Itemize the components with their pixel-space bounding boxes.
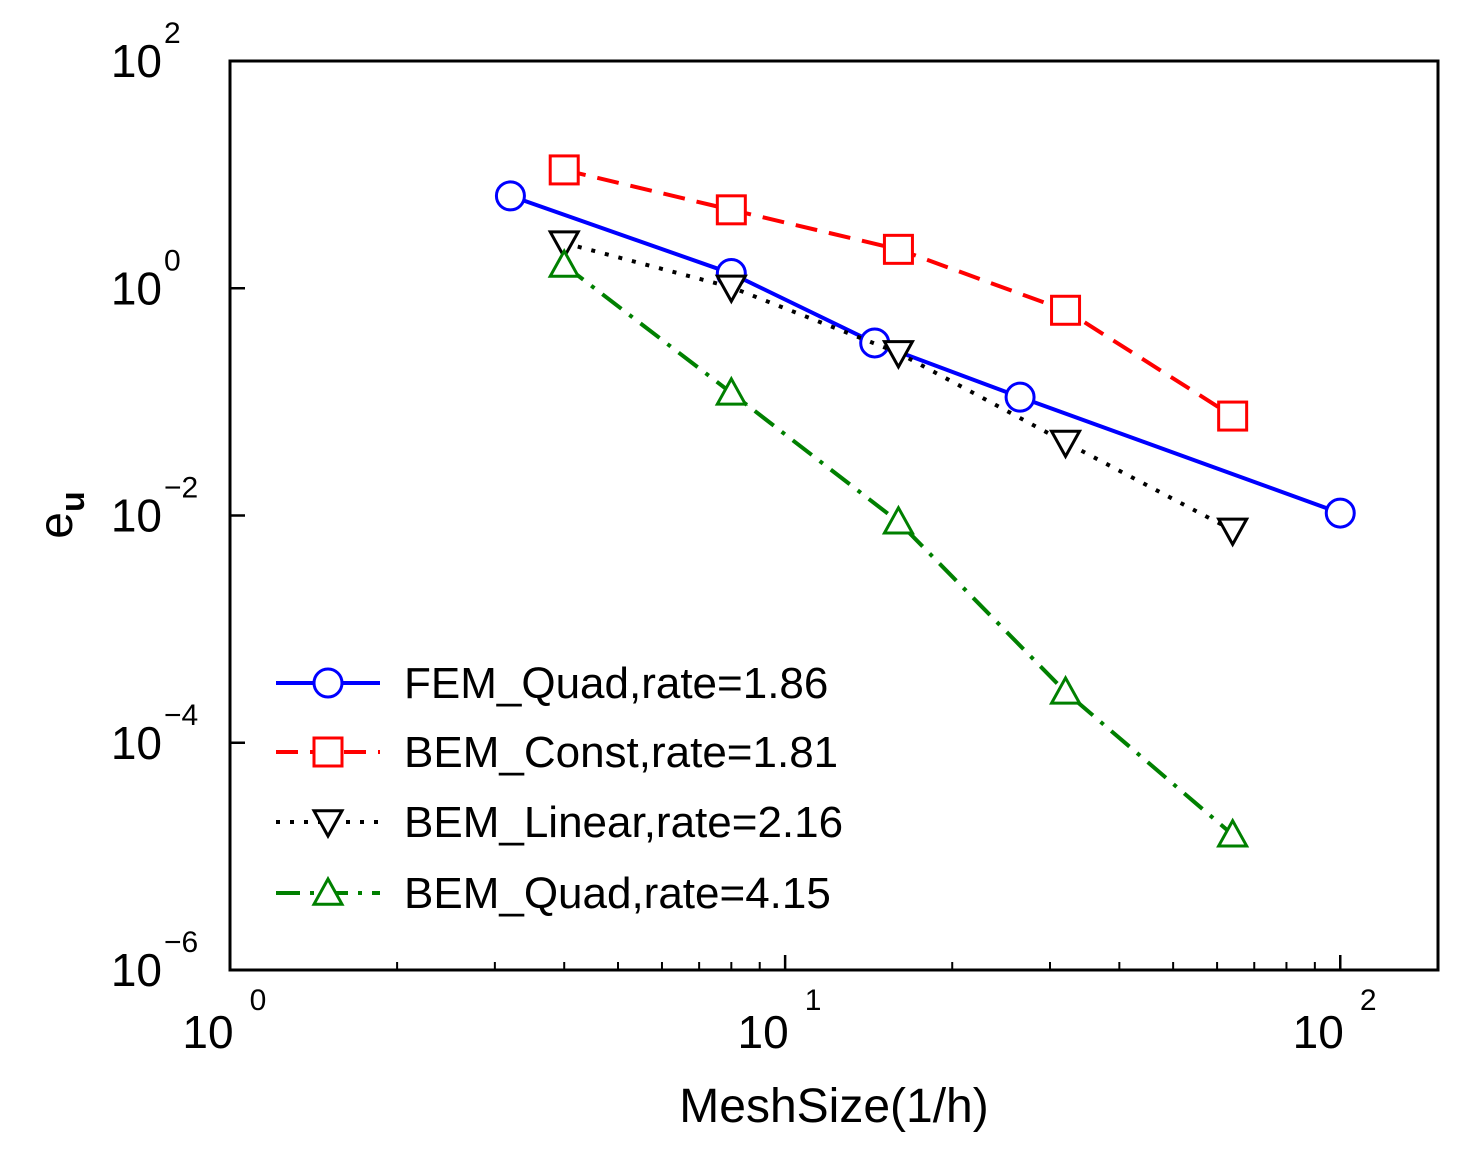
x-tick-label: 10 [738,1006,789,1058]
series-layer [494,154,1356,848]
legend-marker [311,809,345,840]
legend-item: FEM_Quad,rate=1.86 [276,659,828,708]
legend-label: BEM_Const,rate=1.81 [404,728,838,777]
series-2 [547,230,1250,548]
data-point [1050,294,1082,326]
data-point [1216,817,1250,848]
x-tick-label: 10 [1293,1006,1344,1058]
series-1 [548,154,1249,432]
y-tick-label: 10 [111,490,162,542]
x-axis-label: MeshSize(1/h) [679,1080,988,1133]
y-tick-label-exponent: −6 [164,926,198,959]
data-point [547,230,581,261]
legend-marker [312,736,344,768]
legend-marker [312,667,344,699]
data-point [1004,381,1036,413]
data-point [1217,400,1249,432]
series-3 [547,247,1250,848]
data-point [881,340,915,370]
legend-item: BEM_Linear,rate=2.16 [276,798,843,847]
x-tick-label-exponent: 2 [1360,984,1377,1017]
data-point [1216,517,1250,548]
data-point [1048,429,1083,460]
series-line [509,193,1341,515]
y-tick-label: 10 [111,35,162,87]
series-0 [494,180,1356,529]
y-tick-label-exponent: 2 [164,17,181,50]
y-tick-label-exponent: −2 [164,472,198,505]
y-axis-label-base: e [30,512,83,539]
series-line [563,241,1234,533]
data-point [1324,497,1356,529]
y-axis-label-subscript: u [54,491,92,512]
x-tick-labels: 10 0 10 1 10 2 [182,984,1376,1058]
data-point [494,180,526,212]
data-point [714,274,748,305]
data-point [548,154,580,186]
legend-item: BEM_Quad,rate=4.15 [276,869,831,918]
x-tick-label: 10 [182,1006,233,1058]
y-tick-label-exponent: 0 [164,244,181,277]
y-tick-label: 10 [111,262,162,314]
x-tick-label-exponent: 1 [805,984,822,1017]
data-point [1048,674,1083,705]
y-tick-label: 10 [111,717,162,769]
legend-marker [311,875,345,906]
data-point [881,504,915,535]
data-point [882,233,914,265]
y-tick-label-exponent: −4 [164,699,198,732]
legend-item: BEM_Const,rate=1.81 [276,728,838,777]
x-tick-label-exponent: 0 [250,984,267,1017]
legend: FEM_Quad,rate=1.86 BEM_Const,rate=1.81 BEM… [276,659,843,918]
series-line [563,167,1234,418]
data-point [714,375,748,406]
legend-label: BEM_Quad,rate=4.15 [404,869,831,918]
legend-label: FEM_Quad,rate=1.86 [404,659,828,708]
data-point [547,247,581,278]
data-point [715,194,747,226]
legend-label: BEM_Linear,rate=2.16 [404,798,843,847]
plot-frame [228,59,1440,972]
y-axis-label: eu [30,491,92,538]
y-tick-label: 10 [111,944,162,996]
